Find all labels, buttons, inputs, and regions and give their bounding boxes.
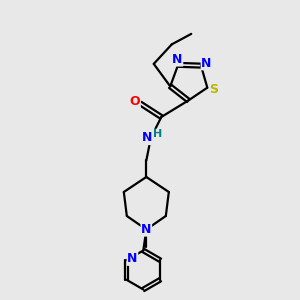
Text: N: N bbox=[141, 223, 152, 236]
Text: S: S bbox=[209, 83, 218, 96]
Text: N: N bbox=[142, 131, 152, 145]
Text: N: N bbox=[172, 53, 183, 66]
Text: O: O bbox=[130, 95, 140, 109]
Text: N: N bbox=[127, 252, 138, 265]
Text: N: N bbox=[201, 57, 212, 70]
Text: H: H bbox=[153, 129, 162, 140]
